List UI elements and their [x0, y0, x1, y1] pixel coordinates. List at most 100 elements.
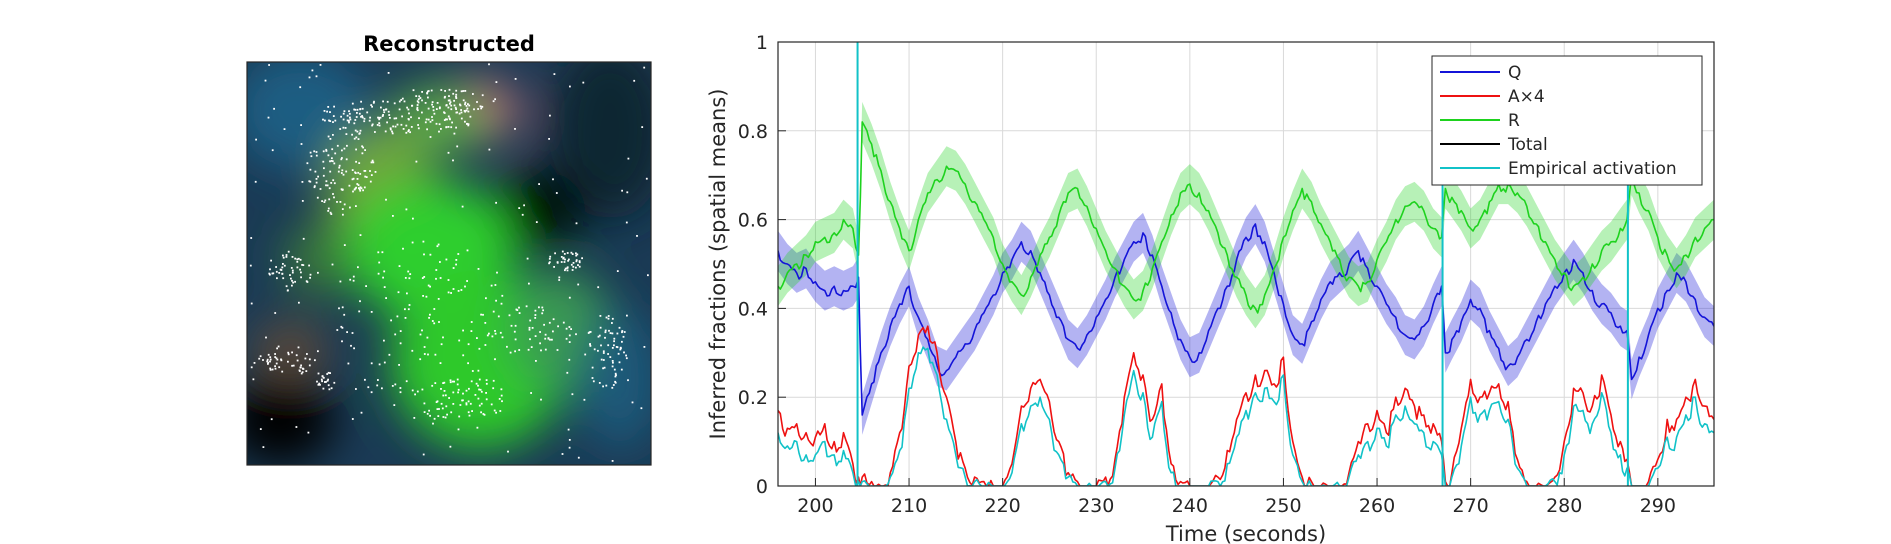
spike-dot: [563, 261, 566, 263]
spike-dot: [475, 382, 478, 385]
spike-dot: [468, 387, 470, 390]
spike-dot: [490, 284, 493, 287]
spike-dot: [469, 115, 472, 118]
spike-dot: [602, 359, 605, 361]
spike-dot: [554, 252, 556, 255]
spike-dot: [250, 302, 253, 305]
spike-dot: [418, 95, 421, 98]
spike-dot: [369, 170, 371, 172]
y-tick-label: 0: [756, 476, 768, 498]
series-line-r: [778, 121, 1714, 314]
spike-dot: [313, 185, 316, 187]
spike-dot: [338, 164, 341, 167]
spike-dot: [459, 104, 462, 107]
spike-dot: [562, 257, 565, 260]
spike-dot: [514, 128, 516, 130]
spike-dot: [455, 95, 457, 98]
spike-dot: [583, 398, 586, 401]
spike-dot: [620, 347, 622, 350]
spike-dot: [364, 149, 366, 151]
spike-dot: [332, 115, 335, 117]
spike-dot: [603, 366, 606, 369]
spike-dot: [390, 319, 392, 322]
spike-dot: [516, 309, 519, 311]
spike-dot: [444, 416, 447, 419]
spike-dot: [405, 131, 408, 134]
spike-dot: [302, 264, 305, 266]
spike-dot: [330, 387, 333, 390]
legend-entry-empirical: Empirical activation: [1440, 159, 1677, 179]
spike-dot: [467, 362, 469, 365]
spike-dot: [621, 331, 623, 334]
spike-dot: [325, 148, 328, 151]
spike-dot: [344, 127, 347, 129]
spike-dot: [427, 353, 429, 356]
spike-dot: [564, 267, 567, 270]
spike-dot: [324, 199, 327, 202]
spike-dot: [357, 184, 360, 186]
spike-dot: [438, 321, 440, 323]
spike-dot: [604, 336, 606, 339]
spike-dot: [577, 264, 579, 266]
spike-dot: [359, 129, 362, 132]
spike-dot: [429, 120, 432, 123]
spike-dot: [621, 340, 623, 343]
spike-dot: [347, 362, 350, 365]
spike-dot: [468, 414, 471, 417]
spike-dot: [358, 310, 361, 313]
spike-dot: [323, 167, 325, 170]
x-tick-label: 220: [985, 495, 1021, 517]
spike-dot: [449, 381, 452, 384]
spike-dot: [426, 92, 428, 94]
spike-dot: [544, 333, 547, 336]
spike-dot: [315, 75, 318, 78]
spike-dot: [439, 261, 441, 263]
spike-dot: [259, 355, 262, 358]
spike-dot: [342, 213, 344, 216]
spike-dot: [476, 101, 478, 103]
spike-dot: [621, 189, 623, 192]
spike-dot: [611, 317, 614, 320]
spike-dot: [432, 106, 435, 108]
spike-dot: [350, 344, 352, 347]
spike-dot: [449, 445, 452, 448]
spike-dot: [296, 260, 299, 263]
spike-dot: [568, 326, 571, 328]
spike-dot: [641, 126, 644, 128]
spike-dot: [597, 349, 599, 352]
spike-dot: [337, 170, 340, 173]
spike-dot: [313, 186, 316, 189]
spike-dot: [529, 338, 531, 341]
spike-dot: [366, 111, 369, 114]
spike-dot: [363, 170, 366, 172]
spike-dot: [455, 126, 457, 129]
spike-dot: [342, 112, 345, 115]
spike-dot: [285, 285, 288, 288]
spike-dot: [322, 174, 325, 177]
spike-dot: [322, 387, 325, 390]
spike-dot: [614, 375, 617, 378]
spike-dot: [274, 312, 277, 314]
chart-panel: 200 210 220 230 240 250 260 270 280 290 0 0.2 0.4 0.…: [706, 32, 1715, 544]
spike-dot: [441, 407, 444, 410]
spike-dot: [440, 388, 442, 390]
spike-dot: [271, 368, 274, 371]
spike-dot: [274, 353, 276, 355]
spike-dot: [597, 335, 600, 338]
spike-dot: [385, 108, 388, 111]
spike-dot: [446, 413, 448, 416]
spike-dot: [385, 198, 387, 201]
spike-dot: [480, 107, 483, 110]
spike-dot: [355, 136, 358, 139]
spike-dot: [269, 360, 271, 363]
spike-dot: [374, 171, 377, 173]
spike-dot: [458, 339, 461, 342]
spike-dot: [404, 317, 407, 319]
spike-dot: [451, 121, 453, 124]
spike-dot: [521, 213, 524, 216]
spike-dot: [421, 91, 423, 93]
spike-dot: [325, 184, 327, 187]
spike-dot: [304, 357, 307, 360]
spike-dot: [361, 152, 364, 155]
spike-dot: [469, 402, 472, 405]
